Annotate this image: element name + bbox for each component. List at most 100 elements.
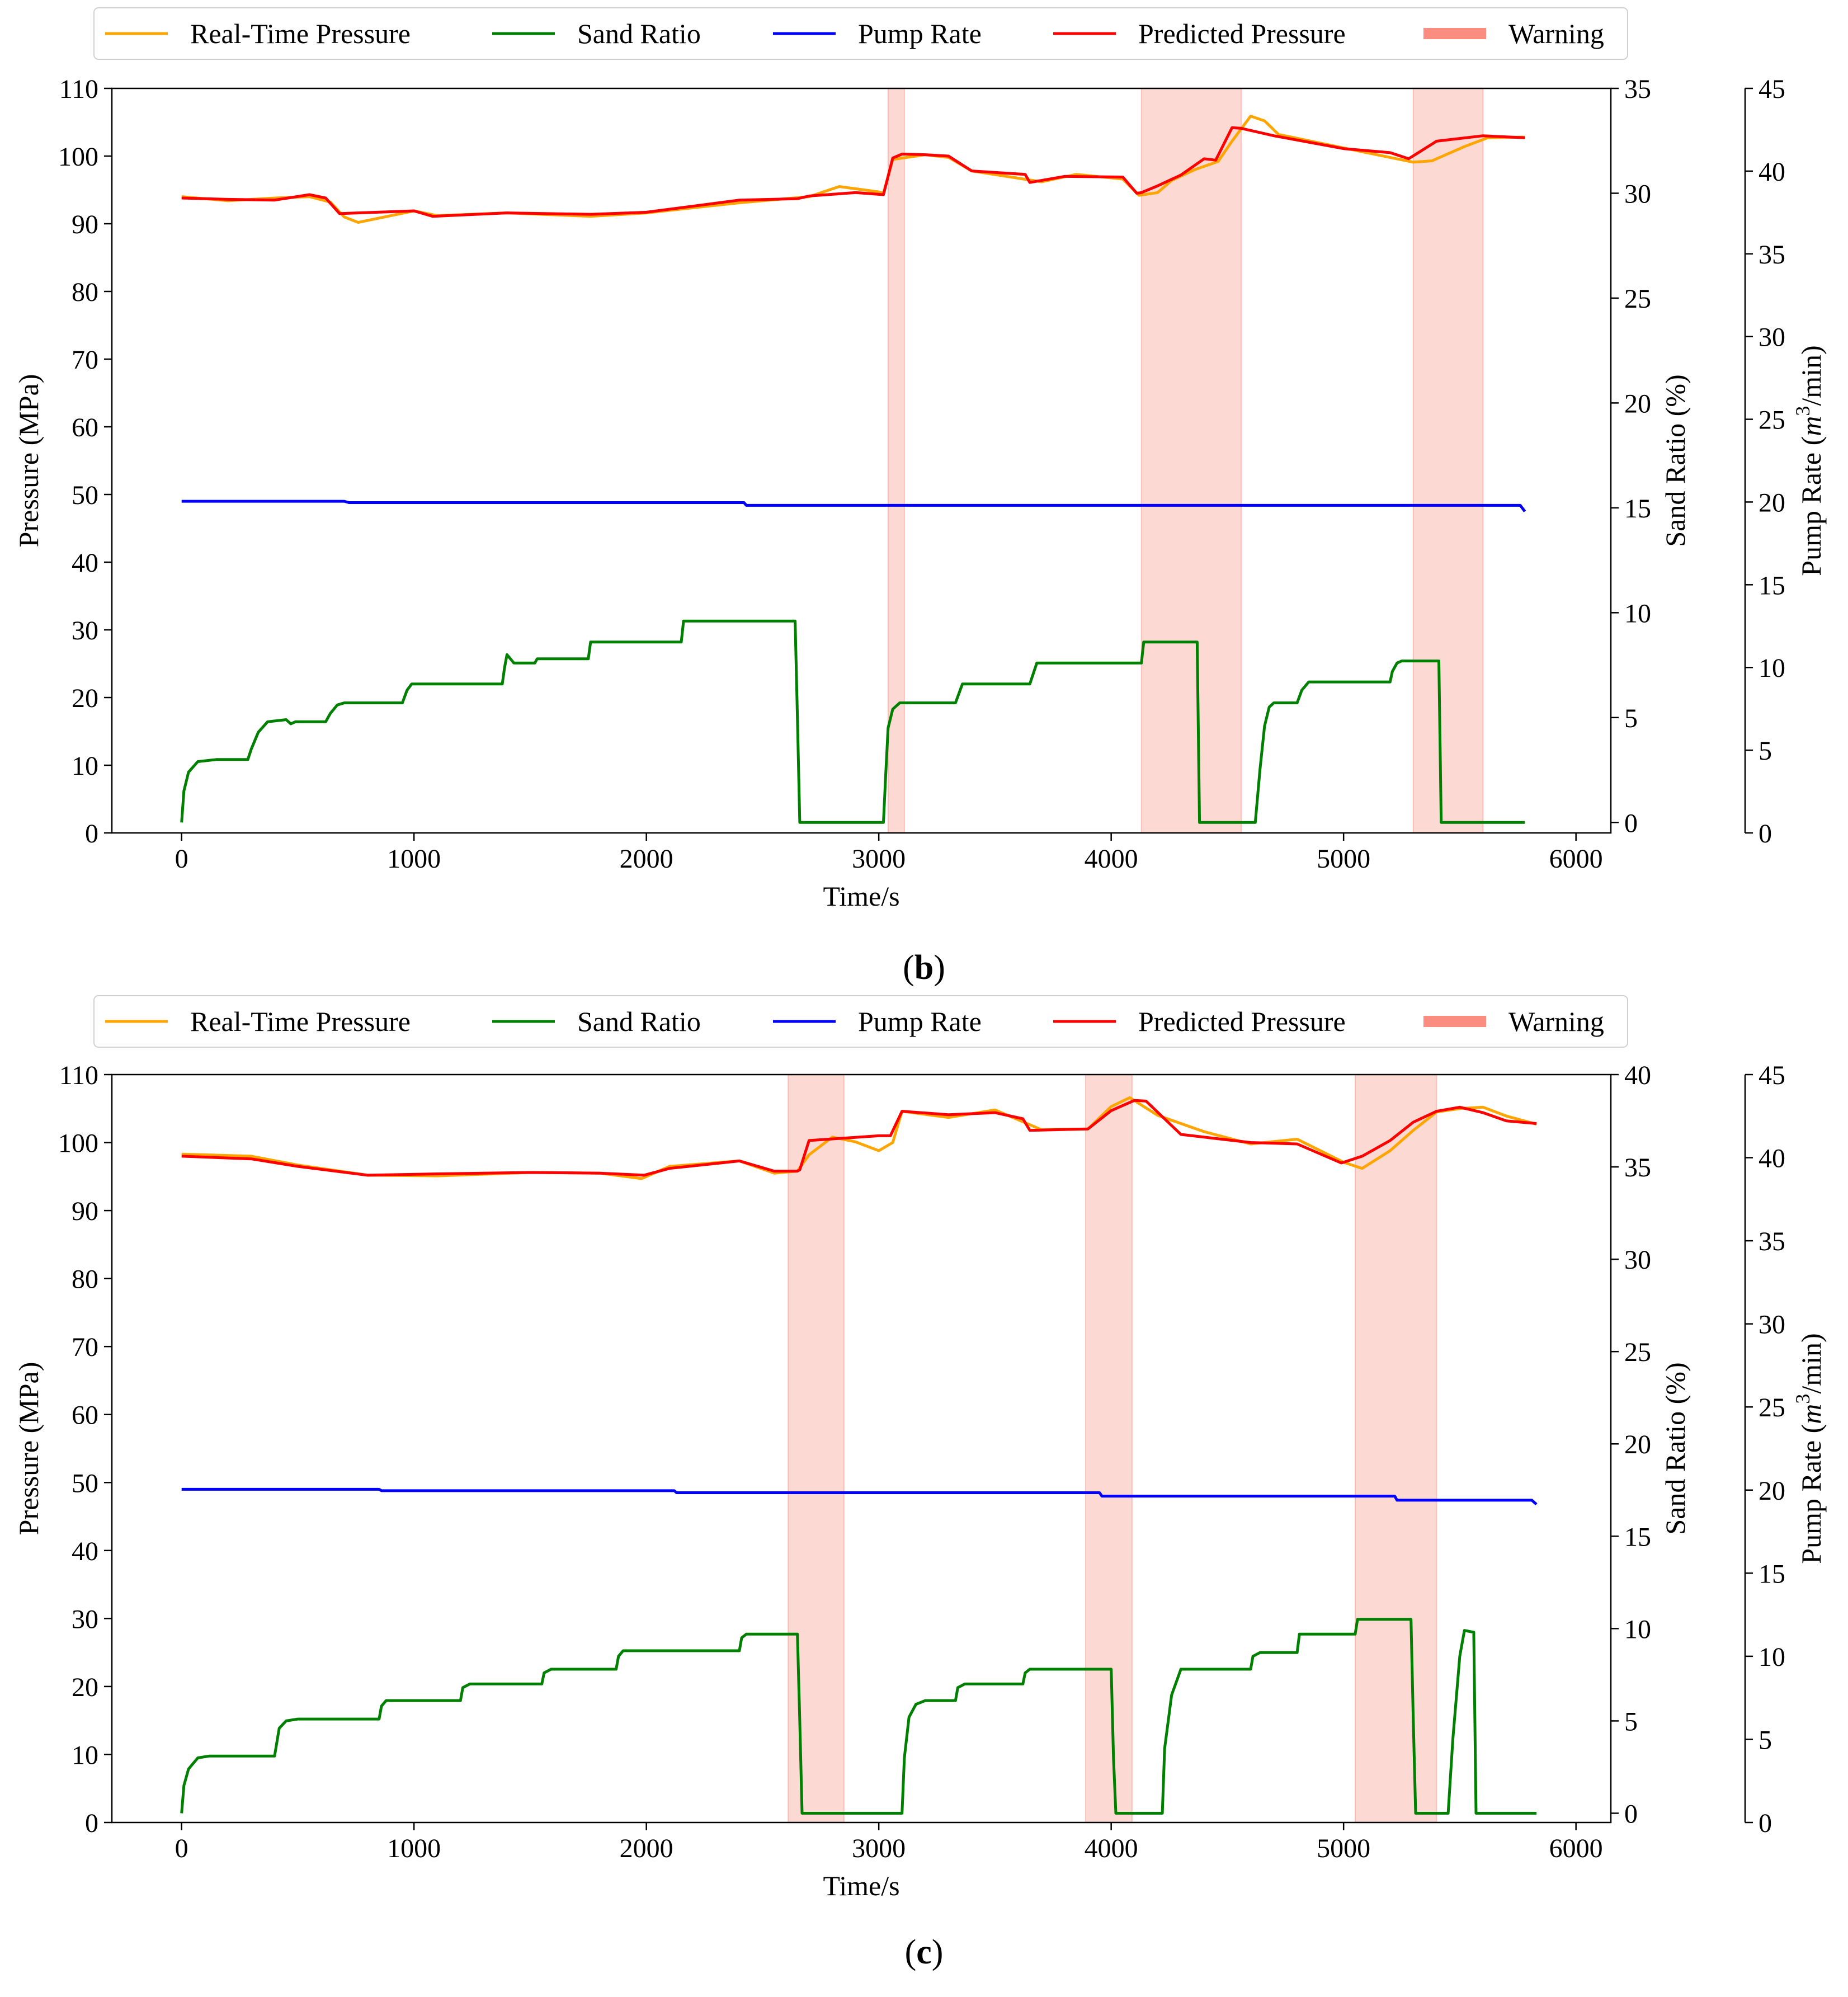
series-predicted-pressure [181,1099,1537,1177]
y-tick-label: 80 [72,277,98,307]
x-tick-label: 6000 [1549,1834,1603,1863]
legend-label: Real-Time Pressure [190,1006,411,1037]
x-tick-label: 0 [175,844,188,874]
y-tick-label: 30 [72,616,98,646]
sand-tick-label: 0 [1624,1799,1638,1829]
plot-frame [111,1073,1612,1824]
pump-label-unit: m [1795,416,1827,436]
legend-item: Sand Ratio [492,1006,701,1037]
sand-tick-label: 30 [1624,1245,1651,1275]
y-tick-label: 60 [72,1401,98,1430]
legend: Real-Time Pressure Sand Ratio Pump Rate Pre… [93,7,1628,60]
y-axis-label-pressure: Pressure (MPa) [13,374,44,548]
legend: Real-Time Pressure Sand Ratio Pump Rate Pre… [93,995,1628,1048]
sand-tick-label: 20 [1624,1430,1651,1459]
pump-tick-label: 40 [1759,1144,1785,1174]
sand-tick-label: 40 [1624,1061,1651,1090]
pump-tick-label: 5 [1759,736,1772,766]
pump-label-suffix: /min) [1795,1333,1827,1393]
x-tick-label: 4000 [1085,844,1138,874]
y-tick-label: 0 [85,819,98,849]
warning-band [1412,88,1484,833]
y-axis-label-pressure: Pressure (MPa) [13,1362,44,1536]
y-tick-label: 70 [72,345,98,375]
x-tick-label: 1000 [387,1834,441,1863]
x-tick-label: 6000 [1549,844,1603,874]
y-tick-label: 20 [72,684,98,713]
y-tick-label: 10 [72,751,98,781]
pump-tick-label: 5 [1759,1725,1772,1755]
y-tick-label: 40 [72,1537,98,1566]
legend-item: Real-Time Pressure [105,1006,411,1037]
y-axis-label-pump-rate: Pump Rate (m3/min) [1792,1333,1827,1563]
legend-label: Real-Time Pressure [190,18,411,49]
legend-label: Sand Ratio [577,18,701,49]
caption-close: ) [934,949,945,987]
pump-tick-label: 45 [1759,74,1785,104]
series-sand-ratio [180,1618,1536,1815]
warning-band [1354,1074,1437,1823]
series-pump-rate [181,1487,1538,1506]
y-tick-label: 100 [58,142,98,172]
pump-tick-label: 25 [1759,406,1785,435]
pump-label-suffix: /min) [1795,345,1827,406]
series-real-time-pressure [181,115,1525,224]
y-tick-label: 50 [72,481,98,510]
chart-panel-b: 0 1000 2000 3000 4000 5000 6000Time/s010203040… [13,7,1827,987]
legend-label: Warning [1508,1006,1604,1037]
legend-item: Predicted Pressure [1053,1006,1346,1037]
caption-open: ( [905,1933,917,1971]
sand-tick-label: 30 [1624,179,1651,209]
warning-band [1140,88,1242,833]
legend-label: Sand Ratio [577,1006,701,1037]
legend-label: Pump Rate [858,1006,982,1037]
series-predicted-pressure [181,126,1525,218]
chart-panel-c: 0 1000 2000 3000 4000 5000 6000Time/s010203040… [13,995,1827,1971]
pump-tick-label: 15 [1759,571,1785,600]
sand-tick-label: 5 [1624,1707,1638,1736]
sand-tick-label: 10 [1624,1614,1651,1644]
pump-tick-label: 25 [1759,1393,1785,1423]
caption-letter: b [914,949,934,987]
y-tick-label: 60 [72,413,98,442]
pump-tick-label: 10 [1759,1642,1785,1672]
x-tick-label: 3000 [852,1834,906,1863]
sand-tick-label: 15 [1624,1522,1651,1552]
legend-label: Predicted Pressure [1138,18,1346,49]
warning-band [887,88,905,833]
warning-band [788,1074,845,1823]
sand-tick-label: 25 [1624,284,1651,314]
series-sand-ratio [180,619,1525,824]
legend-label: Pump Rate [858,18,982,49]
caption-close: ) [932,1933,944,1971]
pump-tick-label: 35 [1759,1227,1785,1256]
x-tick-label: 0 [175,1834,188,1863]
y-tick-label: 30 [72,1604,98,1634]
pump-tick-label: 10 [1759,653,1785,683]
legend-item: Sand Ratio [492,18,701,49]
pump-tick-label: 35 [1759,240,1785,270]
x-tick-label: 1000 [387,844,441,874]
pump-tick-label: 40 [1759,157,1785,187]
pump-label-prefix: Pump Rate ( [1795,436,1827,576]
y-tick-label: 110 [59,74,98,104]
sand-tick-label: 20 [1624,389,1651,418]
sand-tick-label: 5 [1624,704,1638,733]
x-axis-label: Time/s [823,1870,899,1901]
legend-swatch [1423,1016,1486,1027]
legend-item: Real-Time Pressure [105,18,411,49]
x-tick-label: 3000 [852,844,906,874]
y-tick-label: 90 [72,210,98,239]
y-tick-label: 40 [72,548,98,578]
legend-label: Predicted Pressure [1138,1006,1346,1037]
legend-item: Predicted Pressure [1053,18,1346,49]
legend-item: Warning [1423,1006,1604,1037]
legend-box [93,7,1628,60]
series-pump-rate [181,500,1526,512]
legend-item: Pump Rate [773,18,982,49]
x-tick-label: 5000 [1317,1834,1370,1863]
pump-tick-label: 20 [1759,488,1785,517]
x-tick-label: 2000 [620,844,673,874]
sand-tick-label: 10 [1624,599,1651,628]
